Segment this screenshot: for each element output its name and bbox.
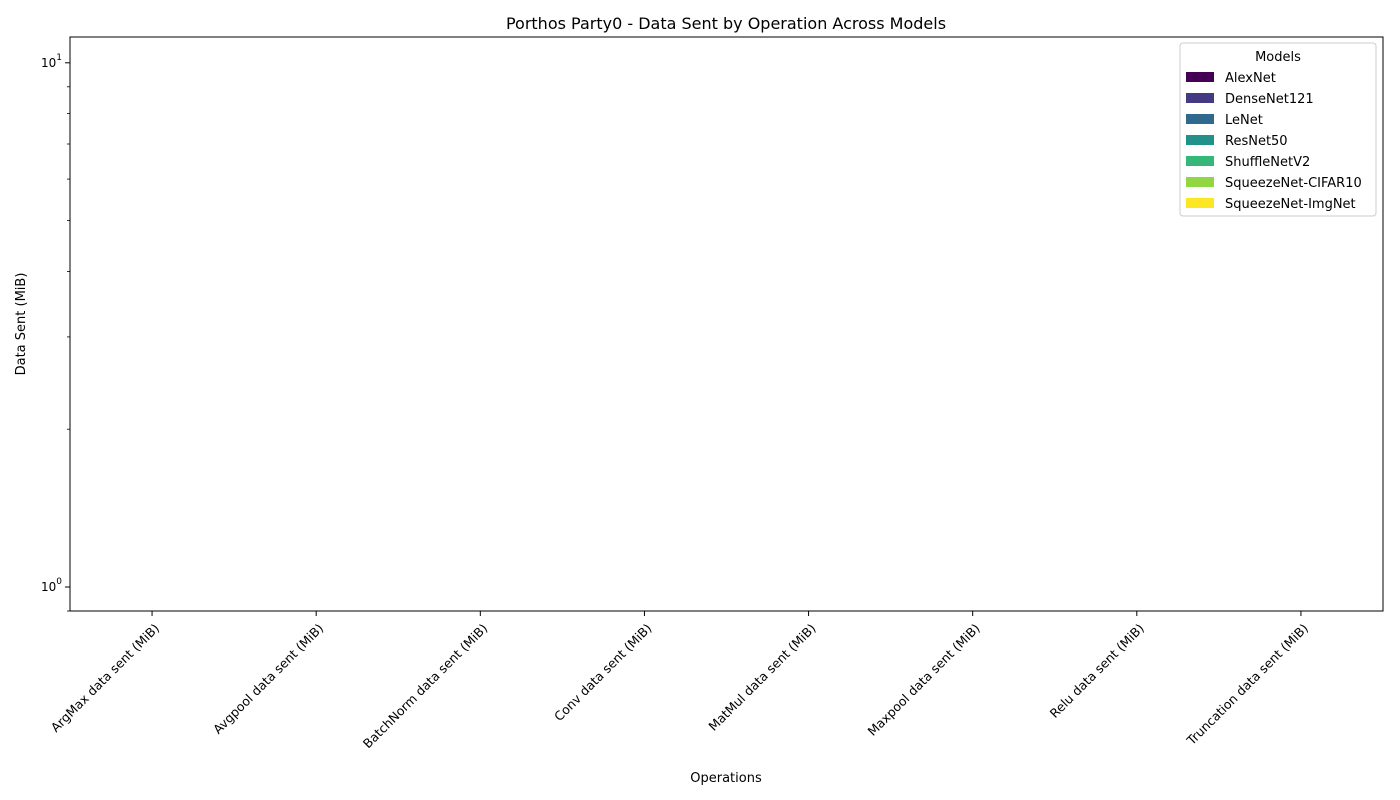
legend-swatch — [1186, 135, 1214, 145]
legend: Models AlexNet DenseNet121 LeNet ResNet50 Sh… — [1179, 42, 1377, 217]
legend-label: SqueezeNet-ImgNet — [1225, 197, 1356, 212]
legend-swatch — [1186, 198, 1214, 208]
x-axis-label: Operations — [690, 771, 762, 786]
legend-swatch — [1186, 114, 1214, 124]
chart-title: Porthos Party0 - Data Sent by Operation … — [506, 14, 946, 33]
legend-label: SqueezeNet-CIFAR10 — [1225, 176, 1362, 191]
y-tick-label: 101 — [41, 53, 62, 70]
legend-swatch — [1186, 93, 1214, 103]
legend-swatch — [1186, 156, 1214, 166]
legend-label: ShuffleNetV2 — [1225, 155, 1310, 170]
y-axis-label: Data Sent (MiB) — [14, 273, 29, 376]
legend-label: AlexNet — [1225, 71, 1276, 86]
legend-label: LeNet — [1225, 113, 1263, 128]
legend-title: Models — [1255, 50, 1301, 65]
legend-label: ResNet50 — [1225, 134, 1288, 149]
plot-area — [69, 36, 1384, 612]
legend-swatch — [1186, 177, 1214, 187]
legend-swatch — [1186, 72, 1214, 82]
legend-frame — [1179, 42, 1377, 217]
y-tick-label: 100 — [41, 577, 62, 594]
legend-label: DenseNet121 — [1225, 92, 1314, 107]
legend-items: AlexNet DenseNet121 LeNet ResNet50 ShuffleNe… — [1186, 71, 1362, 212]
y-axis: 100 101 — [41, 53, 70, 612]
